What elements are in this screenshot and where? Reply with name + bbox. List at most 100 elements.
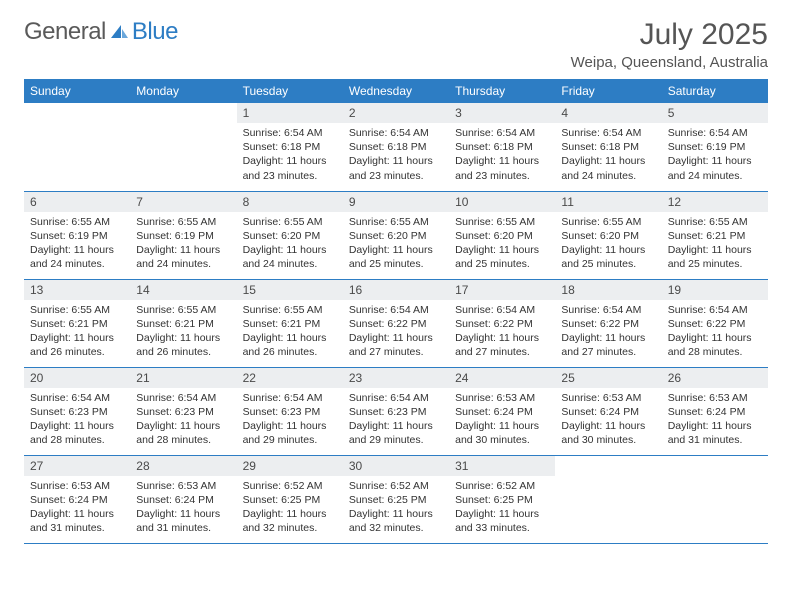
day-body: Sunrise: 6:54 AMSunset: 6:23 PMDaylight:…: [24, 388, 130, 454]
day-body: Sunrise: 6:55 AMSunset: 6:19 PMDaylight:…: [130, 212, 236, 278]
daylight-line: Daylight: 11 hours and 28 minutes.: [136, 419, 230, 447]
calendar-cell: 4Sunrise: 6:54 AMSunset: 6:18 PMDaylight…: [555, 103, 661, 191]
sunset-line: Sunset: 6:23 PM: [349, 405, 443, 419]
daylight-line: Daylight: 11 hours and 25 minutes.: [561, 243, 655, 271]
sunset-line: Sunset: 6:21 PM: [30, 317, 124, 331]
day-number: 21: [130, 368, 236, 388]
day-body: Sunrise: 6:55 AMSunset: 6:21 PMDaylight:…: [130, 300, 236, 366]
sunrise-line: Sunrise: 6:54 AM: [455, 126, 549, 140]
weekday-header: Sunday: [24, 79, 130, 103]
sunset-line: Sunset: 6:24 PM: [30, 493, 124, 507]
daylight-line: Daylight: 11 hours and 25 minutes.: [668, 243, 762, 271]
weekday-header: Tuesday: [237, 79, 343, 103]
calendar-body: 1Sunrise: 6:54 AMSunset: 6:18 PMDaylight…: [24, 103, 768, 543]
day-number: 1: [237, 103, 343, 123]
sunrise-line: Sunrise: 6:54 AM: [136, 391, 230, 405]
sunrise-line: Sunrise: 6:54 AM: [561, 126, 655, 140]
daylight-line: Daylight: 11 hours and 24 minutes.: [243, 243, 337, 271]
day-number: 14: [130, 280, 236, 300]
sunrise-line: Sunrise: 6:55 AM: [243, 303, 337, 317]
sunset-line: Sunset: 6:24 PM: [136, 493, 230, 507]
daylight-line: Daylight: 11 hours and 23 minutes.: [349, 154, 443, 182]
title-block: July 2025 Weipa, Queensland, Australia: [571, 18, 768, 71]
sail-icon: [108, 23, 130, 41]
calendar-cell: 21Sunrise: 6:54 AMSunset: 6:23 PMDayligh…: [130, 367, 236, 455]
calendar-cell: [555, 455, 661, 543]
calendar-week-row: 6Sunrise: 6:55 AMSunset: 6:19 PMDaylight…: [24, 191, 768, 279]
calendar-cell: 24Sunrise: 6:53 AMSunset: 6:24 PMDayligh…: [449, 367, 555, 455]
day-body: Sunrise: 6:55 AMSunset: 6:20 PMDaylight:…: [555, 212, 661, 278]
sunset-line: Sunset: 6:24 PM: [668, 405, 762, 419]
day-number: 15: [237, 280, 343, 300]
daylight-line: Daylight: 11 hours and 28 minutes.: [668, 331, 762, 359]
page: General Blue July 2025 Weipa, Queensland…: [0, 0, 792, 562]
calendar-cell: 8Sunrise: 6:55 AMSunset: 6:20 PMDaylight…: [237, 191, 343, 279]
brand-logo: General Blue: [24, 18, 178, 46]
calendar-cell: 13Sunrise: 6:55 AMSunset: 6:21 PMDayligh…: [24, 279, 130, 367]
day-body: Sunrise: 6:55 AMSunset: 6:20 PMDaylight:…: [237, 212, 343, 278]
calendar-cell: 30Sunrise: 6:52 AMSunset: 6:25 PMDayligh…: [343, 455, 449, 543]
sunset-line: Sunset: 6:21 PM: [243, 317, 337, 331]
calendar-cell: 11Sunrise: 6:55 AMSunset: 6:20 PMDayligh…: [555, 191, 661, 279]
day-number: 31: [449, 456, 555, 476]
sunrise-line: Sunrise: 6:54 AM: [668, 126, 762, 140]
brand-suffix: Blue: [132, 18, 178, 46]
day-body: Sunrise: 6:54 AMSunset: 6:22 PMDaylight:…: [343, 300, 449, 366]
sunset-line: Sunset: 6:24 PM: [455, 405, 549, 419]
day-body: Sunrise: 6:54 AMSunset: 6:18 PMDaylight:…: [449, 123, 555, 189]
header: General Blue July 2025 Weipa, Queensland…: [24, 18, 768, 71]
sunrise-line: Sunrise: 6:55 AM: [30, 303, 124, 317]
sunset-line: Sunset: 6:18 PM: [243, 140, 337, 154]
day-number: 27: [24, 456, 130, 476]
daylight-line: Daylight: 11 hours and 25 minutes.: [349, 243, 443, 271]
daylight-line: Daylight: 11 hours and 26 minutes.: [136, 331, 230, 359]
day-number: 5: [662, 103, 768, 123]
daylight-line: Daylight: 11 hours and 32 minutes.: [349, 507, 443, 535]
daylight-line: Daylight: 11 hours and 31 minutes.: [30, 507, 124, 535]
day-body: Sunrise: 6:53 AMSunset: 6:24 PMDaylight:…: [24, 476, 130, 542]
calendar-cell: 16Sunrise: 6:54 AMSunset: 6:22 PMDayligh…: [343, 279, 449, 367]
day-body: Sunrise: 6:54 AMSunset: 6:23 PMDaylight:…: [130, 388, 236, 454]
day-number: 19: [662, 280, 768, 300]
daylight-line: Daylight: 11 hours and 25 minutes.: [455, 243, 549, 271]
daylight-line: Daylight: 11 hours and 31 minutes.: [668, 419, 762, 447]
calendar-cell: 27Sunrise: 6:53 AMSunset: 6:24 PMDayligh…: [24, 455, 130, 543]
sunset-line: Sunset: 6:23 PM: [30, 405, 124, 419]
sunrise-line: Sunrise: 6:54 AM: [243, 126, 337, 140]
sunrise-line: Sunrise: 6:52 AM: [455, 479, 549, 493]
daylight-line: Daylight: 11 hours and 29 minutes.: [349, 419, 443, 447]
calendar-cell: 26Sunrise: 6:53 AMSunset: 6:24 PMDayligh…: [662, 367, 768, 455]
day-number: 6: [24, 192, 130, 212]
calendar-cell: 31Sunrise: 6:52 AMSunset: 6:25 PMDayligh…: [449, 455, 555, 543]
daylight-line: Daylight: 11 hours and 31 minutes.: [136, 507, 230, 535]
sunrise-line: Sunrise: 6:52 AM: [243, 479, 337, 493]
sunrise-line: Sunrise: 6:55 AM: [668, 215, 762, 229]
day-number: 10: [449, 192, 555, 212]
weekday-header: Saturday: [662, 79, 768, 103]
sunset-line: Sunset: 6:25 PM: [455, 493, 549, 507]
calendar-head: SundayMondayTuesdayWednesdayThursdayFrid…: [24, 79, 768, 103]
day-number: 16: [343, 280, 449, 300]
calendar-week-row: 27Sunrise: 6:53 AMSunset: 6:24 PMDayligh…: [24, 455, 768, 543]
daylight-line: Daylight: 11 hours and 32 minutes.: [243, 507, 337, 535]
calendar-cell: 14Sunrise: 6:55 AMSunset: 6:21 PMDayligh…: [130, 279, 236, 367]
sunrise-line: Sunrise: 6:53 AM: [455, 391, 549, 405]
calendar-cell: 25Sunrise: 6:53 AMSunset: 6:24 PMDayligh…: [555, 367, 661, 455]
sunset-line: Sunset: 6:21 PM: [668, 229, 762, 243]
brand-prefix: General: [24, 18, 106, 46]
sunrise-line: Sunrise: 6:54 AM: [349, 303, 443, 317]
calendar-week-row: 20Sunrise: 6:54 AMSunset: 6:23 PMDayligh…: [24, 367, 768, 455]
sunset-line: Sunset: 6:25 PM: [349, 493, 443, 507]
day-number: 18: [555, 280, 661, 300]
daylight-line: Daylight: 11 hours and 24 minutes.: [136, 243, 230, 271]
day-body: Sunrise: 6:53 AMSunset: 6:24 PMDaylight:…: [662, 388, 768, 454]
daylight-line: Daylight: 11 hours and 27 minutes.: [455, 331, 549, 359]
calendar-cell: 23Sunrise: 6:54 AMSunset: 6:23 PMDayligh…: [343, 367, 449, 455]
day-number: 28: [130, 456, 236, 476]
sunrise-line: Sunrise: 6:54 AM: [561, 303, 655, 317]
weekday-header: Friday: [555, 79, 661, 103]
sunrise-line: Sunrise: 6:54 AM: [455, 303, 549, 317]
sunrise-line: Sunrise: 6:54 AM: [349, 126, 443, 140]
daylight-line: Daylight: 11 hours and 27 minutes.: [561, 331, 655, 359]
calendar-cell: [130, 103, 236, 191]
